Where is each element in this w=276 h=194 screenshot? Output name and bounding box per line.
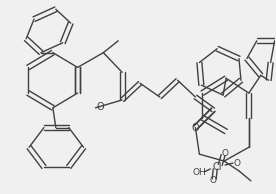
Text: OH: OH <box>192 168 206 177</box>
Text: O: O <box>233 158 240 168</box>
Text: O: O <box>97 102 104 112</box>
Text: O: O <box>222 149 229 158</box>
Text: O: O <box>210 176 217 185</box>
Text: O: O <box>192 123 199 133</box>
Text: Cl: Cl <box>213 162 222 172</box>
